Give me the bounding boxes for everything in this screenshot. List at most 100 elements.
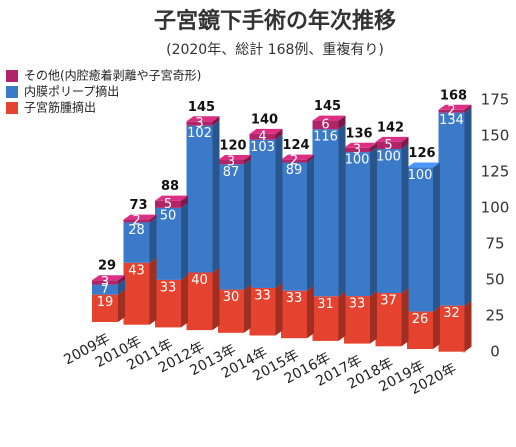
bar-side (275, 282, 283, 336)
y-tick-label: 75 (485, 235, 504, 253)
bar-side (307, 154, 314, 163)
total-label: 120 (219, 139, 246, 154)
bar-side (370, 291, 377, 344)
bar-side (401, 288, 409, 347)
y-tick-label: 125 (481, 163, 510, 181)
bar-side (181, 274, 188, 328)
value-label: 5 (384, 138, 392, 153)
bar-segment (344, 152, 370, 297)
value-label: 3 (227, 155, 235, 170)
bar-segment (249, 133, 276, 140)
bar-side (433, 162, 440, 312)
bar-top (407, 162, 440, 168)
value-label: 2 (447, 104, 455, 119)
bar-side (181, 195, 188, 208)
bar-side (244, 284, 251, 333)
value-label: 100 (345, 153, 370, 168)
bar-segment (218, 164, 244, 290)
value-label: 6 (321, 117, 329, 132)
bar-top (375, 136, 409, 142)
bar-segment (92, 280, 118, 285)
value-label: 100 (376, 150, 401, 165)
value-label: 102 (187, 126, 212, 141)
total-label: 73 (129, 198, 147, 213)
chart-subtitle: (2020年、総計 168例、重複有り) (166, 41, 384, 58)
value-label: 7 (101, 282, 109, 297)
bar-segment (123, 219, 150, 223)
value-label: 33 (254, 288, 271, 303)
total-label: 168 (440, 88, 467, 103)
total-label: 142 (377, 120, 404, 135)
bar-side (401, 136, 409, 150)
bar-segment (123, 222, 150, 263)
value-label: 32 (443, 306, 460, 321)
total-label: 124 (282, 138, 309, 153)
bar-side (275, 128, 283, 140)
bar-segment (249, 139, 276, 288)
bar-side (118, 289, 125, 322)
bar-side (464, 107, 472, 306)
bar-segment (249, 287, 276, 336)
value-label: 43 (128, 263, 145, 278)
bar-segment (155, 200, 181, 208)
bar-side (118, 279, 125, 295)
bar-side (464, 300, 472, 352)
value-label: 26 (412, 312, 429, 327)
bar-side (307, 285, 314, 339)
bar-side (307, 157, 314, 291)
bar-side (244, 155, 251, 165)
value-label: 3 (101, 275, 109, 290)
value-label: 87 (223, 165, 240, 180)
bar-top (155, 195, 188, 201)
bar-segment (312, 120, 339, 130)
bar-segment (375, 141, 402, 150)
total-label: 140 (251, 112, 278, 127)
legend-label: 内膜ポリープ摘出 (24, 84, 119, 99)
value-label: 33 (286, 291, 303, 306)
bar-top (123, 214, 157, 220)
bar-segment (92, 284, 118, 295)
value-label: 33 (160, 280, 177, 295)
bar-side (370, 142, 377, 153)
bar-top (344, 142, 377, 148)
bar-side (244, 159, 251, 290)
bar-side (433, 306, 440, 349)
bar-segment (155, 207, 181, 280)
bar-segment (438, 305, 465, 352)
bar-segment (344, 147, 370, 153)
bar-segment (92, 294, 118, 322)
bar-side (370, 147, 377, 297)
bar-side (464, 104, 472, 113)
bar-top (438, 104, 472, 110)
value-label: 5 (164, 197, 172, 212)
bar-top (249, 128, 283, 134)
y-tick-label: 175 (481, 91, 510, 109)
y-tick-label: 100 (481, 199, 510, 217)
value-label: 89 (286, 163, 303, 178)
bar-top (92, 275, 125, 281)
value-label: 33 (349, 297, 366, 312)
bar-side (401, 144, 409, 294)
value-label: 37 (380, 294, 397, 309)
value-label: 30 (223, 290, 240, 305)
legend-label: 子宮筋腫摘出 (24, 100, 96, 115)
bar-segment (407, 167, 433, 312)
bar-segment (312, 296, 339, 341)
value-label: 2 (290, 154, 298, 169)
value-label: 103 (250, 140, 275, 155)
bar-segment (186, 125, 213, 273)
bar-top (218, 155, 251, 160)
bar-side (149, 257, 157, 325)
value-label: 100 (408, 168, 433, 183)
value-label: 3 (195, 116, 203, 131)
y-tick-label: 50 (485, 271, 504, 289)
bar-side (275, 134, 283, 288)
bar-side (181, 202, 188, 280)
bar-side (212, 116, 220, 126)
y-tick-label: 25 (485, 307, 504, 325)
bar-segment (281, 290, 307, 339)
bar-segment (344, 296, 370, 344)
